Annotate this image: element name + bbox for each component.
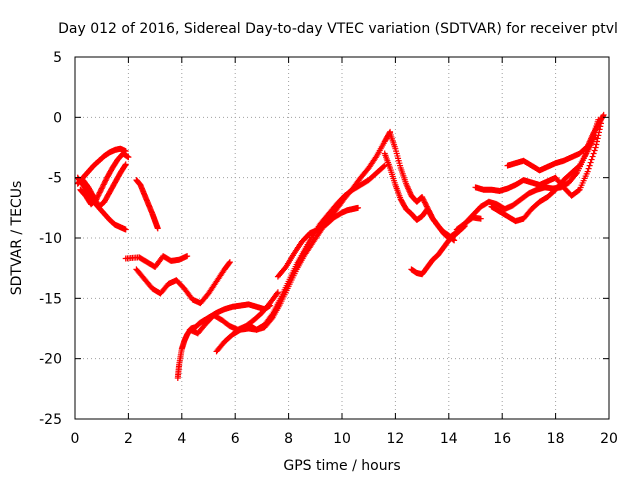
y-tick-label: 0 — [53, 110, 62, 126]
series-arc-9 — [197, 301, 273, 326]
data-point — [592, 132, 599, 139]
data-point — [575, 187, 582, 194]
x-tick-label: 2 — [124, 431, 133, 447]
data-point — [97, 188, 104, 195]
series-arc-10 — [186, 289, 281, 337]
data-point — [595, 129, 602, 136]
data-point — [421, 199, 428, 206]
x-tick-label: 16 — [493, 431, 511, 447]
x-tick-label: 10 — [333, 431, 351, 447]
data-point — [589, 153, 596, 160]
data-point — [584, 168, 591, 175]
data-point — [421, 198, 428, 205]
y-tick-label: -20 — [39, 352, 62, 368]
series-arc-18 — [472, 120, 604, 199]
x-tick-label: 12 — [386, 431, 404, 447]
series-arc-15 — [381, 150, 458, 244]
data-point — [100, 182, 107, 189]
data-point — [125, 154, 132, 161]
y-tick-label: 5 — [53, 50, 62, 66]
data-point — [422, 200, 429, 207]
data-point — [586, 162, 593, 169]
data-point — [268, 315, 275, 322]
data-point — [592, 144, 599, 151]
data-point — [477, 215, 484, 222]
y-tick-labels: 5 0 -5 -10 -15 -20 -25 — [39, 50, 62, 428]
grid-lines — [74, 56, 610, 420]
x-tick-label: 0 — [71, 431, 80, 447]
data-point — [381, 162, 388, 169]
y-tick-label: -5 — [48, 171, 62, 187]
data-point — [355, 204, 362, 211]
data-point — [96, 189, 103, 196]
data-point — [599, 113, 606, 120]
chart-title: Day 012 of 2016, Sidereal Day-to-day VTE… — [58, 21, 618, 37]
series-arc-13 — [274, 204, 362, 280]
data-point — [585, 165, 592, 172]
y-axis-label: SDTVAR / TECUs — [9, 181, 25, 296]
series-arc-6 — [122, 253, 191, 270]
data-point — [590, 150, 597, 157]
data-point — [98, 185, 105, 192]
series-arc-19 — [504, 111, 607, 174]
series-arc-16 — [408, 222, 468, 278]
data-point — [154, 225, 161, 232]
data-point — [273, 290, 280, 297]
data-point — [98, 186, 105, 193]
data-point — [420, 196, 427, 203]
data-point — [122, 162, 129, 169]
data-point — [380, 163, 387, 170]
data-point — [102, 178, 109, 185]
data-point — [95, 192, 102, 199]
x-tick-label: 4 — [177, 431, 186, 447]
axis-ticks — [74, 56, 610, 420]
data-point — [593, 141, 600, 148]
x-tick-label: 8 — [284, 431, 293, 447]
data-points — [74, 111, 607, 381]
data-point — [122, 161, 129, 168]
data-point — [419, 193, 426, 200]
x-tick-label: 20 — [600, 431, 618, 447]
x-tick-label: 18 — [547, 431, 565, 447]
data-point — [102, 177, 109, 184]
data-point — [594, 135, 601, 142]
x-tick-labels: 0 2 4 6 8 10 12 14 16 18 20 — [71, 431, 618, 447]
data-point — [274, 289, 281, 296]
data-point — [99, 184, 106, 191]
data-point — [226, 260, 233, 267]
data-point — [588, 156, 595, 163]
data-point — [122, 226, 129, 233]
y-tick-label: -25 — [39, 412, 62, 428]
data-point — [100, 181, 107, 188]
data-point — [101, 180, 108, 187]
x-axis-label: GPS time / hours — [283, 458, 400, 474]
y-tick-label: -10 — [39, 231, 62, 247]
data-point — [423, 202, 430, 209]
series-arc-4 — [80, 161, 129, 210]
data-point — [419, 195, 426, 202]
series-arc-5 — [133, 177, 161, 232]
y-tick-label: -15 — [39, 291, 62, 307]
x-tick-label: 6 — [231, 431, 240, 447]
data-point — [184, 253, 191, 260]
data-point — [226, 259, 233, 266]
x-tick-label: 14 — [440, 431, 458, 447]
data-point — [587, 159, 594, 166]
data-point — [96, 190, 103, 197]
data-point — [591, 147, 598, 154]
series-arc-20 — [488, 132, 599, 225]
series-arc-7 — [133, 259, 233, 307]
